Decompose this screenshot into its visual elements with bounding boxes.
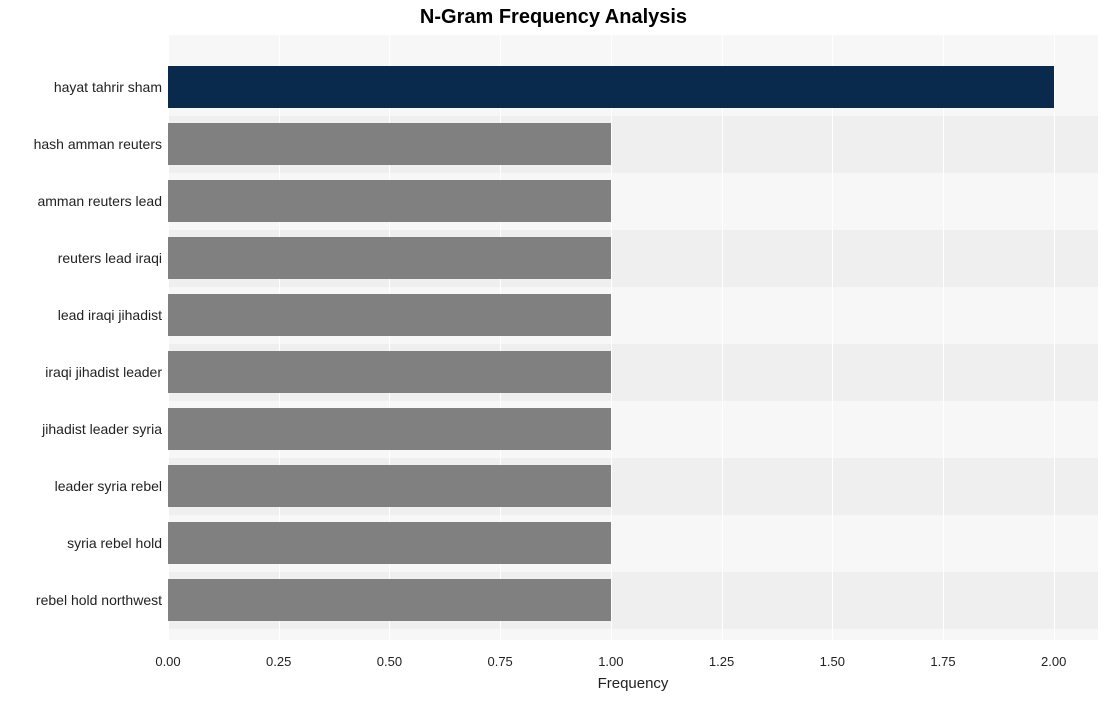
plot-row-band [168,629,1098,641]
x-tick-label: 2.00 [1041,654,1066,669]
bar [168,294,611,336]
bar [168,579,611,621]
bar [168,180,611,222]
y-axis-label: iraqi jihadist leader [45,364,162,380]
y-axis-label: syria rebel hold [67,535,162,551]
x-tick-label: 0.75 [487,654,512,669]
gridline [832,35,833,640]
gridline [722,35,723,640]
y-axis-label: reuters lead iraqi [58,250,162,266]
x-tick-label: 1.50 [820,654,845,669]
x-tick-label: 0.50 [377,654,402,669]
x-tick-label: 1.25 [709,654,734,669]
y-axis-label: hash amman reuters [34,136,162,152]
bar [168,123,611,165]
gridline [943,35,944,640]
bar [168,351,611,393]
bar [168,66,1054,108]
y-axis-label: lead iraqi jihadist [58,307,162,323]
bar [168,408,611,450]
plot-row-band [168,35,1098,59]
x-tick-label: 1.75 [930,654,955,669]
bar [168,522,611,564]
bar [168,465,611,507]
y-axis-label: rebel hold northwest [36,592,162,608]
plot-area [168,35,1098,640]
gridline [611,35,612,640]
ngram-bar-chart: N-Gram Frequency Analysis hayat tahrir s… [0,0,1107,701]
y-axis-label: jihadist leader syria [42,421,162,437]
chart-title: N-Gram Frequency Analysis [0,6,1107,29]
x-tick-label: 0.25 [266,654,291,669]
x-tick-label: 1.00 [598,654,623,669]
x-axis-title: Frequency [168,675,1098,692]
x-tick-label: 0.00 [155,654,180,669]
gridline [1054,35,1055,640]
y-axis-label: leader syria rebel [55,478,162,494]
y-axis-label: amman reuters lead [37,193,162,209]
y-axis-label: hayat tahrir sham [54,79,162,95]
bar [168,237,611,279]
